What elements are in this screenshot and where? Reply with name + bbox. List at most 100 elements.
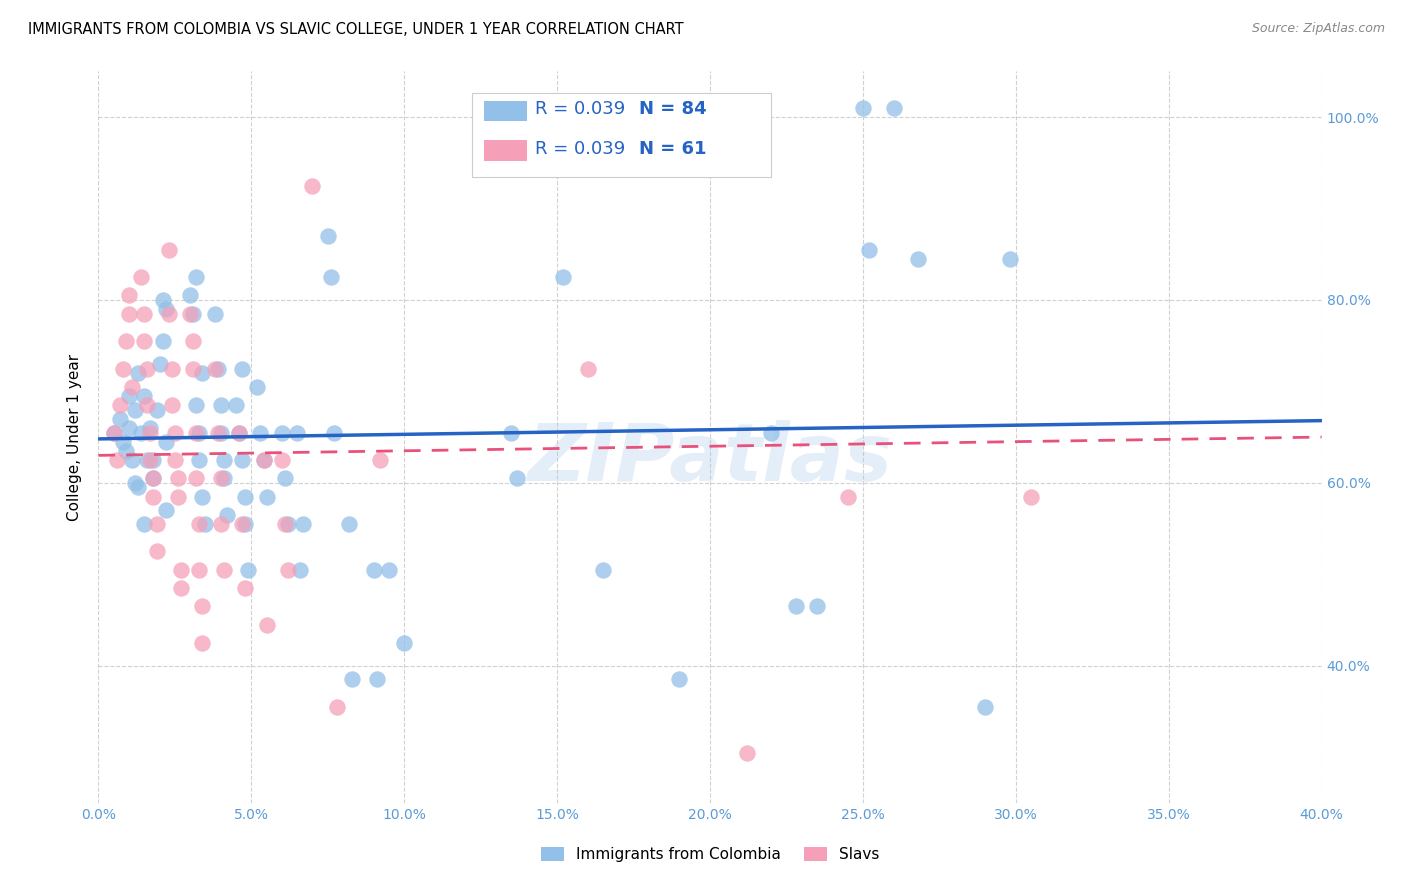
Point (207, 361, 229, 376)
Point (252, 453, 274, 467)
Point (342, 673, 364, 687)
Point (277, 563, 299, 577)
Point (142, 471, 165, 485)
Point (181, 361, 204, 376)
Point (186, 270, 208, 285)
Point (785, 599, 807, 614)
Point (139, 425, 162, 440)
Point (181, 307, 204, 321)
Point (163, 425, 186, 440)
Point (852, 101, 875, 115)
Point (155, 434, 177, 449)
Point (155, 301, 177, 317)
Point (231, 361, 253, 376)
Point (142, 490, 165, 504)
Point (179, 288, 201, 302)
Point (759, 425, 782, 440)
Point (215, 508, 238, 522)
Point (145, 516, 167, 531)
Point (134, 516, 156, 531)
Point (225, 398, 247, 412)
Point (105, 453, 128, 467)
Text: N = 61: N = 61 (640, 140, 707, 158)
Point (301, 178, 323, 193)
Point (368, 453, 391, 467)
Point (553, 270, 575, 285)
Point (228, 425, 250, 440)
Point (233, 516, 256, 531)
Point (118, 288, 141, 302)
Point (246, 380, 269, 394)
Point (290, 563, 312, 577)
Text: IMMIGRANTS FROM COLOMBIA VS SLAVIC COLLEGE, UNDER 1 YEAR CORRELATION CHART: IMMIGRANTS FROM COLOMBIA VS SLAVIC COLLE… (28, 22, 683, 37)
Point (124, 475, 146, 490)
Point (127, 366, 149, 380)
Point (186, 398, 208, 412)
Point (270, 453, 292, 467)
Point (209, 398, 232, 412)
Point (160, 398, 183, 412)
Point (316, 228, 339, 243)
Point (129, 425, 152, 440)
Point (186, 425, 208, 440)
Point (207, 425, 229, 440)
Point (274, 516, 297, 531)
Text: Source: ZipAtlas.com: Source: ZipAtlas.com (1251, 22, 1385, 36)
Point (170, 581, 193, 595)
Point (212, 563, 235, 577)
Point (121, 453, 143, 467)
Point (228, 425, 250, 440)
Point (118, 389, 141, 403)
Point (907, 252, 929, 266)
Y-axis label: College, Under 1 year: College, Under 1 year (67, 353, 83, 521)
Point (322, 425, 344, 440)
Point (204, 307, 226, 321)
Point (212, 471, 235, 485)
Point (157, 307, 180, 321)
Point (188, 453, 211, 467)
Point (152, 293, 174, 307)
Point (152, 334, 174, 348)
Point (806, 599, 828, 614)
Point (191, 636, 214, 650)
Point (191, 599, 214, 614)
Point (115, 443, 138, 458)
Point (233, 581, 256, 595)
Point (136, 453, 159, 467)
Point (191, 490, 214, 504)
Point (139, 453, 162, 467)
Point (212, 453, 235, 467)
Point (231, 516, 253, 531)
Point (186, 471, 208, 485)
Point (142, 453, 165, 467)
Point (167, 490, 190, 504)
Point (136, 361, 159, 376)
Point (194, 516, 217, 531)
Point (145, 544, 167, 558)
Point (285, 425, 308, 440)
Point (998, 252, 1021, 266)
Point (108, 411, 131, 425)
Point (256, 490, 278, 504)
Point (974, 699, 997, 714)
Point (111, 434, 134, 449)
Point (163, 453, 186, 467)
Point (118, 421, 141, 435)
Point (149, 357, 172, 371)
Point (188, 563, 211, 577)
Point (274, 471, 297, 485)
Point (252, 453, 274, 467)
Point (837, 490, 859, 504)
Point (118, 307, 141, 321)
Point (134, 307, 156, 321)
Bar (484, 101, 526, 121)
Point (735, 746, 758, 760)
Point (231, 453, 253, 467)
Point (155, 503, 177, 517)
Point (160, 361, 183, 376)
Point (249, 425, 271, 440)
Point (134, 334, 156, 348)
Point (209, 516, 232, 531)
Point (501, 425, 523, 440)
Point (319, 270, 342, 285)
